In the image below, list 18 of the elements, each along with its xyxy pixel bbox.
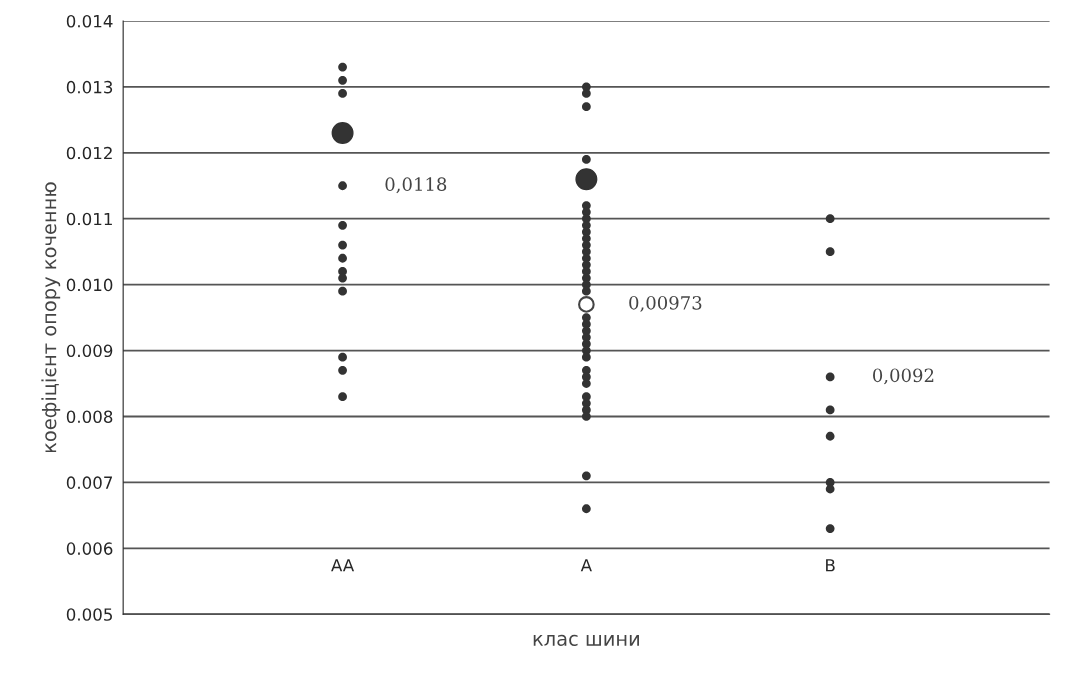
y-tick-label: 0.011 (66, 212, 112, 226)
y-tick-label: 0.012 (66, 146, 112, 160)
x-tick-label: A (580, 559, 592, 572)
y-tick-label: 0.014 (66, 14, 113, 28)
annotation: 0,00973 (629, 295, 702, 312)
y-tick-label: 0.007 (66, 476, 113, 489)
y-axis-title: коефіцієнт опору коченню (41, 182, 61, 453)
annotation: 0,0092 (873, 368, 934, 385)
y-tick-label: 0.009 (66, 344, 113, 358)
x-tick-label: B (826, 559, 835, 572)
y-tick-label: 0.006 (66, 542, 113, 555)
x-tick-label: AA (331, 559, 355, 572)
y-tick-label: 0.008 (66, 410, 113, 424)
annotation: 0,0118 (385, 177, 447, 194)
y-tick-label: 0.013 (66, 80, 113, 94)
y-tick-label: 0.005 (66, 608, 112, 621)
x-axis-title: клас шини (533, 634, 639, 646)
y-tick-label: 0.010 (66, 278, 113, 292)
